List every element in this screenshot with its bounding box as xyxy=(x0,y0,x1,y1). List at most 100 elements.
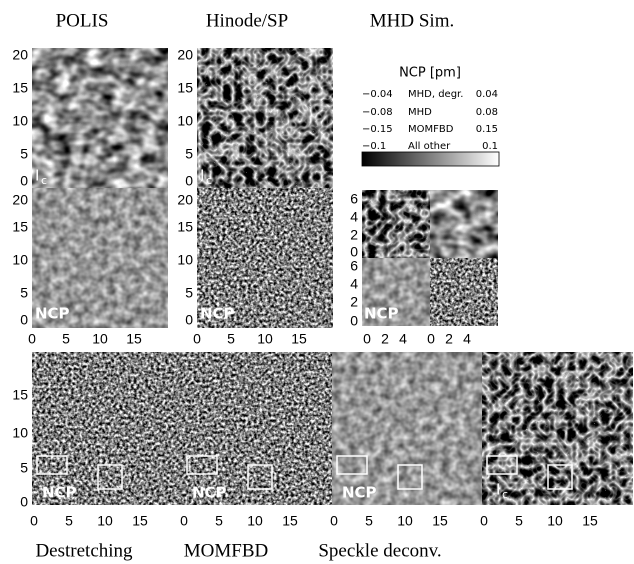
y-tick-label: 10 xyxy=(12,425,28,441)
y-tick-label: 20 xyxy=(12,192,28,208)
y-tick-label: 5 xyxy=(185,285,193,301)
y-tick-label: 10 xyxy=(12,252,28,268)
image-panel xyxy=(181,351,333,506)
label-sub: c xyxy=(41,174,47,187)
y-tick-label: 5 xyxy=(20,146,28,162)
column-title: MHD Sim. xyxy=(370,10,454,31)
y-tick-label: 10 xyxy=(177,113,193,129)
y-tick-label: 5 xyxy=(185,146,193,162)
x-tick-label: 10 xyxy=(247,513,263,529)
roi-box xyxy=(97,464,123,490)
colorbar-min: −0.1 xyxy=(362,141,386,152)
x-tick-label: 10 xyxy=(97,513,113,529)
y-tick-label: 15 xyxy=(12,387,28,403)
roi-box xyxy=(486,455,518,475)
label-ncp: NCP xyxy=(342,484,377,502)
x-tick-label: 10 xyxy=(547,513,563,529)
x-tick-label: 4 xyxy=(463,331,471,347)
label-symbol: I xyxy=(200,167,204,185)
image-panel xyxy=(361,189,431,259)
label-ncp: NCP xyxy=(192,484,227,502)
colorbar-min: −0.15 xyxy=(362,124,393,135)
colorbar-row-label: MHD, degr. xyxy=(408,89,463,100)
y-tick-label: 6 xyxy=(350,258,358,274)
y-tick-label: 20 xyxy=(177,192,193,208)
x-tick-label: 10 xyxy=(257,331,273,347)
x-tick-label: 0 xyxy=(480,513,488,529)
colorbar-max: 0.1 xyxy=(482,141,498,152)
y-tick-label: 10 xyxy=(177,252,193,268)
row-title: Speckle deconv. xyxy=(318,540,441,561)
colorbar-max: 0.04 xyxy=(476,89,498,100)
colorbar-min: −0.08 xyxy=(362,107,393,118)
x-tick-label: 5 xyxy=(62,331,70,347)
x-tick-label: 15 xyxy=(282,513,298,529)
roi-box xyxy=(247,464,273,490)
y-tick-label: 4 xyxy=(350,209,358,225)
x-tick-label: 15 xyxy=(432,513,448,529)
y-tick-label: 0 xyxy=(350,244,358,260)
x-tick-label: 5 xyxy=(227,331,235,347)
y-tick-label: 0 xyxy=(20,312,28,328)
label-ncp: NCP xyxy=(364,305,399,323)
row-title: Destretching xyxy=(35,540,133,561)
x-tick-label: 0 xyxy=(193,331,201,347)
image-panel xyxy=(429,189,499,259)
x-tick-label: 5 xyxy=(65,513,73,529)
roi-box xyxy=(397,464,423,490)
colorbar-title: NCP [pm] xyxy=(399,66,461,81)
y-tick-label: 0 xyxy=(185,173,193,189)
x-tick-label: 5 xyxy=(365,513,373,529)
y-tick-label: 0 xyxy=(350,313,358,329)
y-tick-label: 5 xyxy=(20,460,28,476)
image-panel xyxy=(31,351,183,506)
x-tick-label: 0 xyxy=(363,331,371,347)
y-tick-label: 4 xyxy=(350,276,358,292)
y-tick-label: 15 xyxy=(177,80,193,96)
x-tick-label: 15 xyxy=(126,331,142,347)
y-tick-label: 5 xyxy=(20,285,28,301)
label-sub: c xyxy=(502,488,508,501)
x-tick-label: 0 xyxy=(30,513,38,529)
x-tick-label: 2 xyxy=(445,331,453,347)
y-tick-label: 10 xyxy=(12,113,28,129)
row-title: MOMFBD xyxy=(184,540,268,561)
x-tick-label: 0 xyxy=(28,331,36,347)
x-tick-label: 5 xyxy=(215,513,223,529)
image-panel xyxy=(429,257,499,327)
label-ncp: NCP xyxy=(42,484,77,502)
y-tick-label: 6 xyxy=(350,191,358,207)
y-tick-label: 20 xyxy=(12,47,28,63)
x-tick-label: 4 xyxy=(399,331,407,347)
colorbar-row-label: MOMFBD xyxy=(408,124,454,135)
column-title: Hinode/SP xyxy=(206,10,288,31)
label-symbol: I xyxy=(35,167,39,185)
y-tick-label: 15 xyxy=(12,80,28,96)
y-tick-label: 0 xyxy=(20,173,28,189)
x-tick-label: 10 xyxy=(92,331,108,347)
label-ncp: NCP xyxy=(35,305,70,323)
y-tick-label: 15 xyxy=(177,219,193,235)
x-tick-label: 0 xyxy=(330,513,338,529)
roi-box xyxy=(186,455,218,475)
column-title: POLIS xyxy=(56,10,109,31)
y-tick-label: 2 xyxy=(350,294,358,310)
image-panel xyxy=(31,187,169,329)
x-tick-label: 0 xyxy=(427,331,435,347)
colorbar-row-label: All other xyxy=(408,141,451,152)
image-panel xyxy=(331,351,483,506)
y-tick-label: 2 xyxy=(350,227,358,243)
colorbar-max: 0.15 xyxy=(476,124,498,135)
y-tick-label: 0 xyxy=(20,494,28,510)
x-tick-label: 15 xyxy=(132,513,148,529)
x-tick-label: 15 xyxy=(582,513,598,529)
image-panel xyxy=(196,47,334,189)
x-tick-label: 10 xyxy=(397,513,413,529)
x-tick-label: 0 xyxy=(180,513,188,529)
image-panel xyxy=(196,187,334,329)
image-panel xyxy=(481,351,634,506)
colorbar-row-label: MHD xyxy=(408,107,432,118)
y-tick-label: 20 xyxy=(177,47,193,63)
x-tick-label: 15 xyxy=(291,331,307,347)
